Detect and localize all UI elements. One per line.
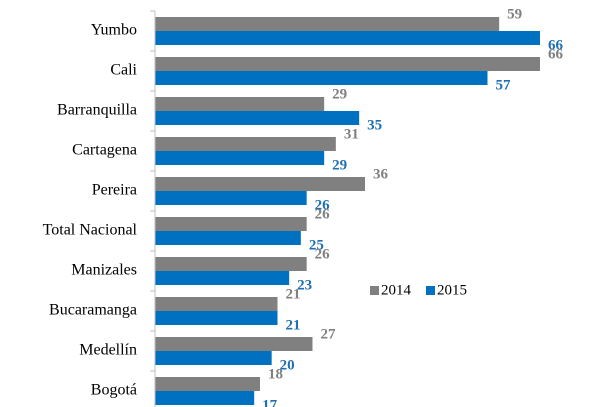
bar — [155, 137, 336, 151]
category-label: Manizales — [71, 262, 137, 279]
value-label: 17 — [262, 397, 278, 407]
value-label: 57 — [496, 77, 512, 93]
bar — [155, 231, 301, 245]
category-label: Cali — [110, 62, 137, 79]
bar — [155, 31, 540, 45]
bar — [155, 17, 500, 31]
value-label: 59 — [507, 6, 522, 22]
legend-label: 2014 — [381, 282, 412, 298]
value-label: 20 — [280, 357, 295, 373]
value-label: 27 — [321, 326, 337, 342]
bar — [155, 297, 278, 311]
bar — [155, 57, 540, 71]
value-label: 23 — [297, 277, 312, 293]
legend-label: 2015 — [437, 282, 467, 298]
bar — [155, 97, 325, 111]
category-label: Barranquilla — [57, 102, 137, 119]
bar — [155, 351, 272, 365]
legend-swatch — [370, 286, 379, 295]
value-label: 35 — [367, 117, 382, 133]
bar — [155, 111, 360, 125]
legend-swatch — [426, 286, 435, 295]
category-label: Bucaramanga — [49, 302, 137, 319]
bar — [155, 391, 255, 405]
value-label: 21 — [286, 286, 301, 302]
bar — [155, 337, 313, 351]
category-label: Pereira — [92, 182, 137, 199]
category-label: Yumbo — [91, 22, 137, 39]
bar — [155, 311, 278, 325]
value-label: 26 — [315, 197, 331, 213]
bar — [155, 177, 365, 191]
bar — [155, 271, 290, 285]
category-label: Bogotá — [91, 382, 137, 399]
value-label: 26 — [315, 206, 331, 222]
bar — [155, 257, 307, 271]
value-label: 66 — [548, 46, 564, 62]
value-label: 18 — [268, 366, 283, 382]
bar — [155, 191, 307, 205]
bar — [155, 217, 307, 231]
category-label: Cartagena — [72, 142, 137, 159]
value-label: 29 — [332, 157, 347, 173]
value-label: 31 — [344, 126, 359, 142]
value-label: 25 — [309, 237, 324, 253]
category-label: Total Nacional — [43, 222, 138, 239]
value-label: 29 — [332, 86, 347, 102]
bar — [155, 151, 325, 165]
value-label: 26 — [315, 246, 331, 262]
bar — [155, 377, 260, 391]
value-label: 66 — [548, 37, 564, 53]
category-label: Medellín — [79, 342, 137, 359]
value-label: 21 — [286, 317, 301, 333]
value-label: 36 — [373, 166, 389, 182]
bar — [155, 71, 488, 85]
